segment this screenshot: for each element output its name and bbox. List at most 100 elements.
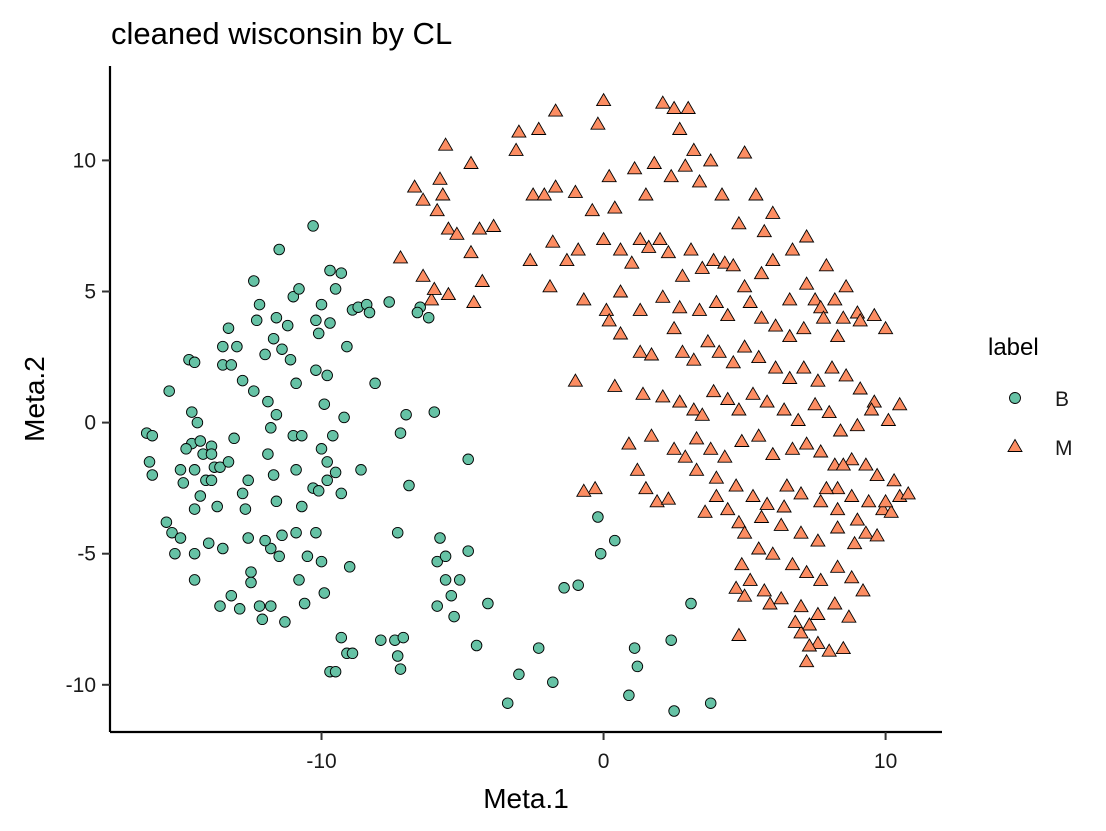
point-m xyxy=(545,234,561,248)
point-b xyxy=(501,697,514,709)
point-m xyxy=(719,307,736,322)
point-b xyxy=(513,668,525,681)
point-m xyxy=(719,391,736,405)
point-m xyxy=(638,187,654,201)
point-m xyxy=(686,142,702,156)
point-b xyxy=(310,314,322,327)
point-m xyxy=(776,499,792,513)
point-m xyxy=(793,598,809,613)
point-m xyxy=(463,244,479,259)
point-m xyxy=(781,292,798,306)
legend-circle-marker xyxy=(1009,392,1021,404)
point-m xyxy=(406,179,423,193)
point-m xyxy=(632,231,648,246)
point-m xyxy=(601,312,617,327)
y-tick-label: 10 xyxy=(73,149,96,172)
point-m xyxy=(812,572,829,586)
y-tick-label: 0 xyxy=(84,412,96,435)
point-b xyxy=(239,503,252,515)
point-b xyxy=(665,634,677,646)
point-b xyxy=(262,448,274,460)
point-m xyxy=(858,525,874,539)
point-b xyxy=(335,631,348,644)
point-m xyxy=(432,171,448,185)
point-m xyxy=(595,92,612,107)
point-m xyxy=(810,373,826,387)
point-m xyxy=(827,596,843,610)
point-b xyxy=(321,474,333,487)
point-m xyxy=(671,394,688,408)
point-b xyxy=(194,435,207,447)
point-b xyxy=(163,385,175,397)
point-m xyxy=(671,299,688,314)
point-b xyxy=(439,574,452,586)
point-m xyxy=(607,378,623,392)
point-m xyxy=(674,344,691,358)
point-m xyxy=(435,187,451,201)
point-b xyxy=(453,574,466,586)
point-b xyxy=(298,597,311,610)
point-b xyxy=(301,550,314,563)
point-m xyxy=(471,221,488,235)
point-m xyxy=(748,187,764,201)
point-m xyxy=(725,257,742,272)
point-m xyxy=(717,449,733,463)
point-m xyxy=(705,252,722,267)
point-m xyxy=(708,470,725,484)
point-b xyxy=(397,631,410,644)
point-b xyxy=(250,314,263,327)
y-axis-ticks: -10 -5 0 5 10 xyxy=(66,149,110,697)
point-m xyxy=(798,653,815,668)
point-b xyxy=(225,589,238,602)
point-b xyxy=(202,537,215,549)
point-m xyxy=(536,187,553,201)
point-m xyxy=(756,583,773,597)
point-m xyxy=(525,187,541,201)
point-m xyxy=(880,412,897,426)
point-m xyxy=(750,541,767,555)
point-m xyxy=(702,441,719,455)
point-m xyxy=(849,417,866,432)
point-b xyxy=(279,616,291,628)
point-m xyxy=(765,252,781,267)
point-b xyxy=(315,555,328,568)
point-m xyxy=(818,480,835,495)
point-m xyxy=(784,556,801,571)
point-m xyxy=(485,218,502,232)
point-m xyxy=(801,617,818,631)
point-m xyxy=(674,268,691,282)
point-b xyxy=(276,343,288,355)
point-b xyxy=(341,340,353,353)
point-b xyxy=(253,600,266,612)
point-m xyxy=(736,278,753,293)
x-tick-label: -10 xyxy=(306,750,336,773)
point-b xyxy=(609,534,621,547)
point-b xyxy=(233,603,246,615)
point-b xyxy=(166,526,178,539)
point-m xyxy=(714,187,730,201)
point-m xyxy=(787,614,804,628)
point-b xyxy=(310,364,322,376)
point-b xyxy=(169,547,181,560)
point-m xyxy=(612,242,629,256)
point-m xyxy=(877,320,894,335)
point-m xyxy=(796,360,812,374)
point-m xyxy=(742,572,758,586)
point-b xyxy=(335,487,348,500)
point-m xyxy=(437,137,454,151)
point-m xyxy=(711,344,727,358)
point-b xyxy=(211,500,223,513)
point-m xyxy=(660,491,677,505)
point-m xyxy=(522,252,538,267)
point-m xyxy=(852,381,868,395)
point-b xyxy=(369,377,381,390)
point-m xyxy=(866,394,883,408)
point-b xyxy=(394,663,407,675)
point-b xyxy=(194,490,207,502)
point-b xyxy=(205,448,218,460)
point-m xyxy=(767,360,784,374)
point-m xyxy=(736,339,753,353)
point-m xyxy=(829,501,846,516)
point-m xyxy=(547,103,564,117)
point-b xyxy=(324,317,336,329)
